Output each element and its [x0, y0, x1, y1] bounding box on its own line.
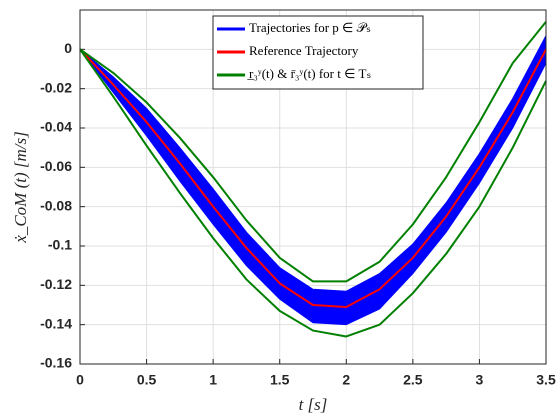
legend: Trajectories for p ∈ 𝒫ₛ Reference Traject… — [212, 15, 424, 90]
legend-label: r̲₃ʸ(t) & r̄₃ʸ(t) for t ∈ Tₛ — [247, 66, 372, 81]
y-tick-label: -0.14 — [40, 315, 72, 331]
axes-box — [79, 9, 547, 365]
y-tick-label: -0.12 — [40, 276, 72, 292]
y-tick-label: -0.06 — [40, 158, 72, 174]
legend-label: Trajectories for p ∈ 𝒫ₛ — [249, 20, 371, 35]
x-tick-label: 1 — [209, 372, 217, 388]
legend-box — [212, 15, 424, 90]
y-tick-label: 0 — [64, 40, 72, 56]
x-tick-label: 1.5 — [270, 372, 290, 388]
y-tick-label: -0.08 — [40, 197, 72, 213]
x-tick-label: 3.5 — [536, 372, 556, 388]
y-tick-label: -0.16 — [40, 355, 72, 371]
x-tick-label: 0.5 — [137, 372, 157, 388]
x-tick-label: 3 — [476, 372, 484, 388]
y-axis-label: ẋ_CoM (t) [m/s] — [11, 131, 30, 243]
upper-bound-line — [79, 21, 547, 283]
y-tick-label: -0.04 — [40, 119, 72, 135]
reference-line — [79, 48, 547, 308]
lower-bound-line — [79, 48, 547, 338]
x-tick-label: 0 — [76, 372, 84, 388]
y-tick-label: -0.1 — [48, 237, 72, 253]
x-tick-label: 2.5 — [403, 372, 423, 388]
x-tick-label: 2 — [342, 372, 350, 388]
x-axis-label: t [s] — [299, 395, 328, 414]
legend-label: Reference Trajectory — [249, 43, 359, 58]
y-tick-label: -0.02 — [40, 79, 72, 95]
